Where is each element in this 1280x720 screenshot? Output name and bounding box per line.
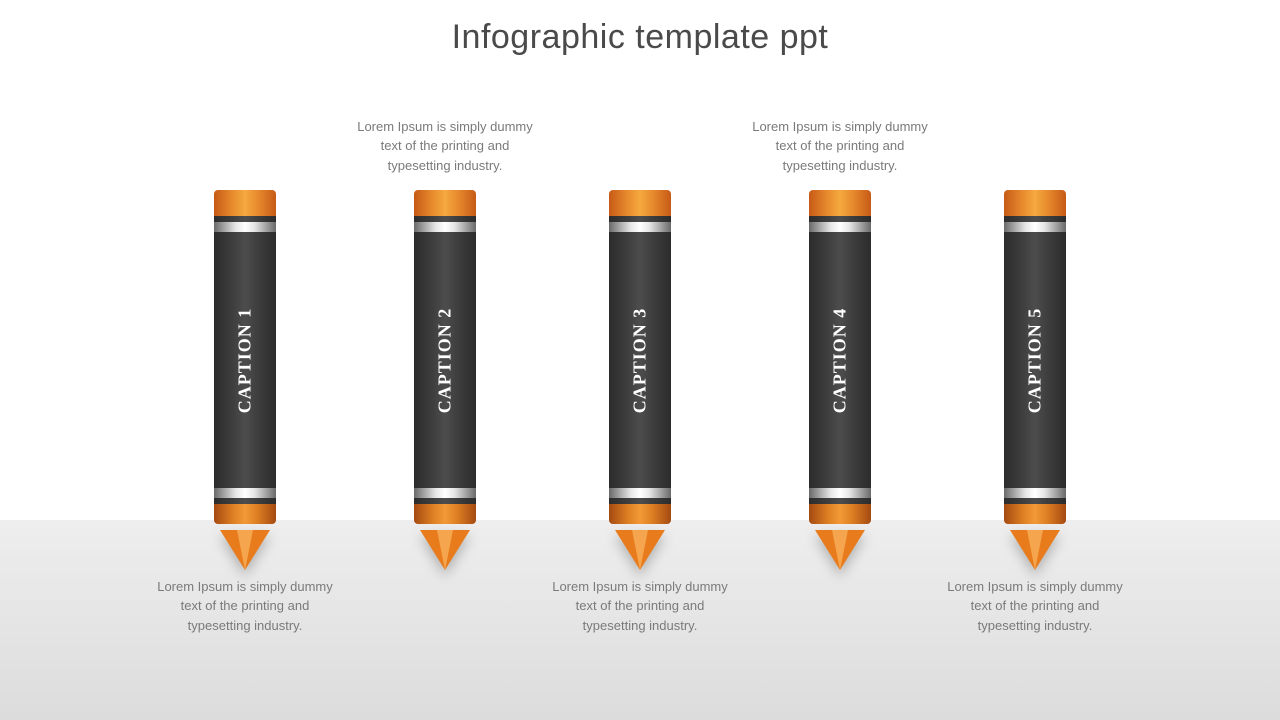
caption-label-5: CAPTION 5 (1025, 307, 1046, 413)
caption-label-3: CAPTION 3 (630, 307, 651, 413)
crayon-band-bottom (609, 488, 671, 498)
crayon-band-top (214, 222, 276, 232)
crayon-ferrule (809, 504, 871, 524)
crayon-3: CAPTION 3 (609, 190, 671, 570)
crayon-barrel: CAPTION 4 (809, 238, 871, 482)
caption-label-2: CAPTION 2 (435, 307, 456, 413)
caption-label-1: CAPTION 1 (235, 307, 256, 413)
crayon-barrel: CAPTION 3 (609, 238, 671, 482)
crayon-cap (809, 190, 871, 216)
infographic-stage: CAPTION 1 Lorem Ipsum is simply dummy te… (0, 110, 1280, 670)
desc-bottom-3: Lorem Ipsum is simply dummy text of the … (540, 570, 740, 642)
crayon-barrel: CAPTION 2 (414, 238, 476, 482)
crayon-cap (214, 190, 276, 216)
crayon-cap (609, 190, 671, 216)
crayon-ferrule (214, 504, 276, 524)
crayon-band-bottom (414, 488, 476, 498)
desc-top-4: Lorem Ipsum is simply dummy text of the … (740, 110, 940, 182)
crayon-band-top (1004, 222, 1066, 232)
crayon-tip (809, 530, 871, 570)
crayon-band-top (809, 222, 871, 232)
page-title: Infographic template ppt (0, 0, 1280, 57)
crayon-4: CAPTION 4 (809, 190, 871, 570)
crayon-cap (414, 190, 476, 216)
crayon-5: CAPTION 5 (1004, 190, 1066, 570)
desc-bottom-1: Lorem Ipsum is simply dummy text of the … (145, 570, 345, 642)
crayon-1: CAPTION 1 (214, 190, 276, 570)
crayon-tip (1004, 530, 1066, 570)
crayon-barrel: CAPTION 1 (214, 238, 276, 482)
crayon-band-top (414, 222, 476, 232)
crayon-ferrule (609, 504, 671, 524)
crayon-barrel: CAPTION 5 (1004, 238, 1066, 482)
crayon-ferrule (414, 504, 476, 524)
crayon-band-top (609, 222, 671, 232)
crayon-tip (609, 530, 671, 570)
caption-label-4: CAPTION 4 (830, 307, 851, 413)
desc-bottom-5: Lorem Ipsum is simply dummy text of the … (935, 570, 1135, 642)
crayon-band-bottom (809, 488, 871, 498)
crayon-band-bottom (1004, 488, 1066, 498)
crayon-band-bottom (214, 488, 276, 498)
crayon-2: CAPTION 2 (414, 190, 476, 570)
desc-top-2: Lorem Ipsum is simply dummy text of the … (345, 110, 545, 182)
crayon-tip (414, 530, 476, 570)
crayon-cap (1004, 190, 1066, 216)
crayon-tip (214, 530, 276, 570)
crayon-ferrule (1004, 504, 1066, 524)
